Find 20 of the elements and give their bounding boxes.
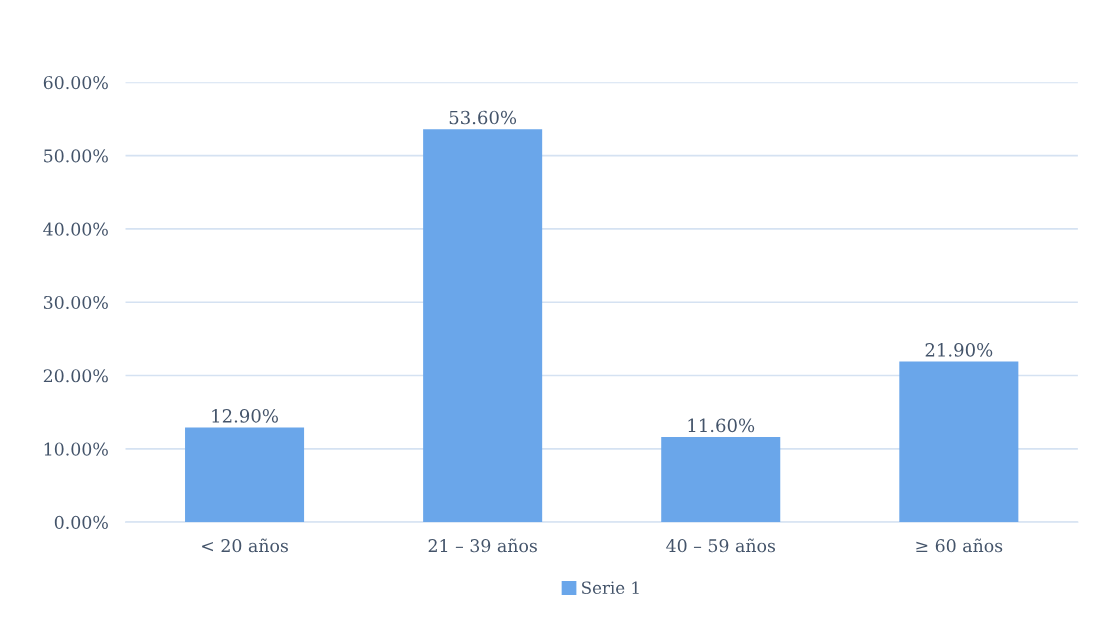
y-tick-label: 60.00%: [43, 76, 108, 90]
data-label: 11.60%: [688, 418, 755, 433]
bar: [423, 129, 543, 523]
x-tick-label: 21 – 39 años: [428, 538, 537, 553]
bar: [185, 427, 305, 523]
y-tick-label: 10.00%: [44, 442, 108, 456]
y-tick-label: 30.00%: [43, 295, 108, 310]
x-tick-label: 40 – 59 años: [666, 538, 776, 553]
y-tick-label: 50.00%: [44, 149, 108, 163]
bar: [661, 437, 781, 523]
bar: [899, 361, 1019, 523]
data-label: 21.90%: [925, 343, 993, 357]
y-tick-label: 0.00%: [54, 515, 108, 529]
data-label: 12.90%: [212, 409, 278, 423]
y-tick-label: 20.00%: [43, 369, 108, 383]
legend-label: Serie 1: [582, 581, 639, 594]
x-tick-label: ≥ 60 años: [916, 538, 1003, 553]
y-tick-label: 40.00%: [43, 222, 108, 236]
x-tick-label: < 20 años: [202, 538, 288, 553]
data-label: 53.60%: [449, 110, 517, 125]
